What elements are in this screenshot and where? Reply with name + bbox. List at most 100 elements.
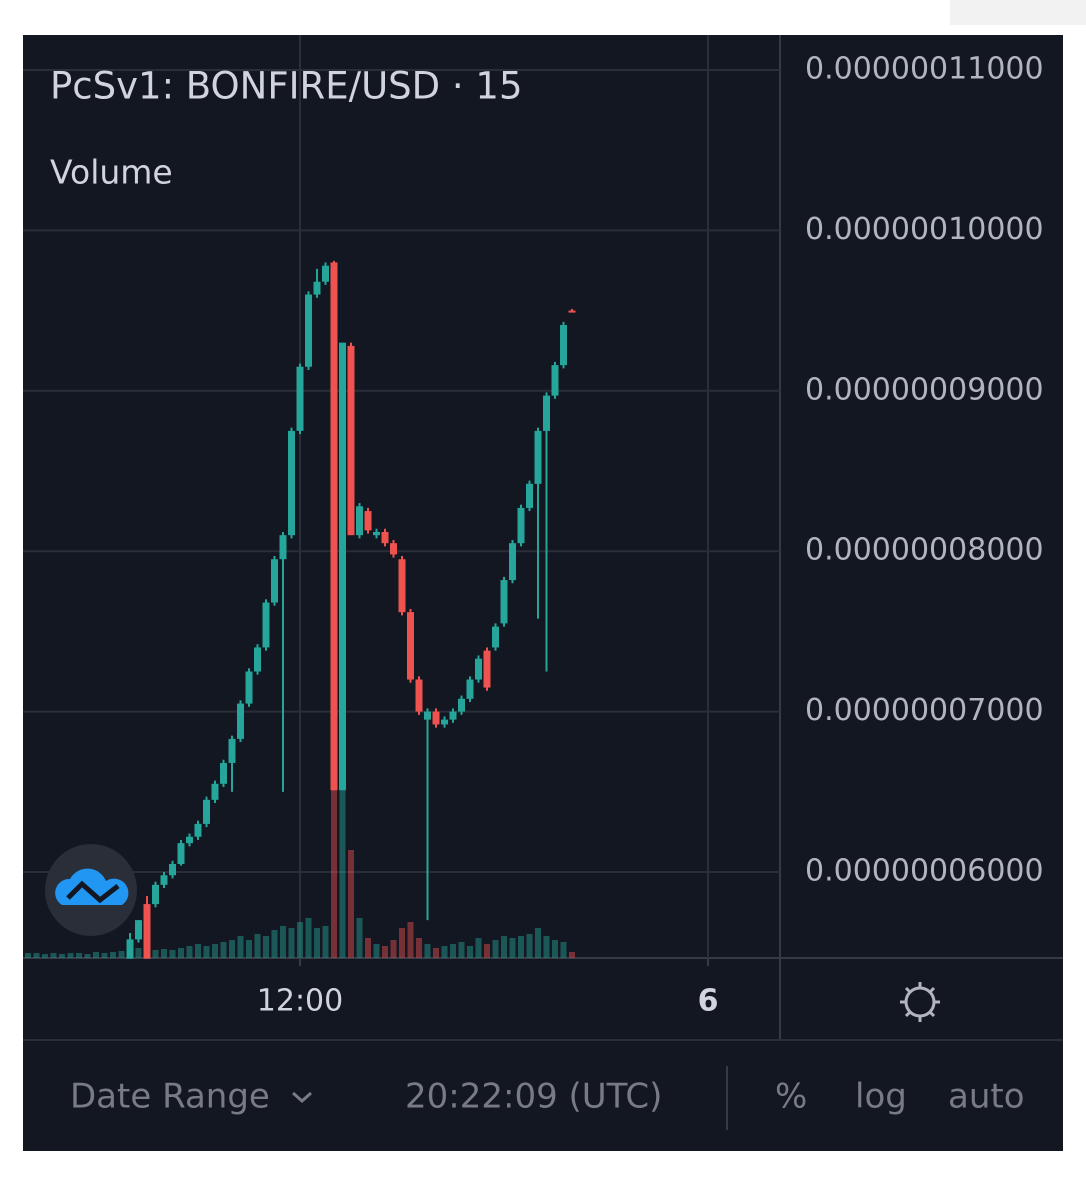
volume-bar — [501, 936, 507, 958]
volume-bar — [424, 944, 431, 958]
candle-body — [483, 650, 491, 688]
candle-body — [160, 875, 168, 885]
volume-bar — [450, 944, 456, 958]
volume-bar — [169, 950, 176, 958]
candle-body — [441, 719, 448, 725]
volume-bar — [535, 928, 541, 958]
y-tick-label: 0.00000007000 — [805, 693, 1044, 728]
volume-bar — [229, 940, 235, 958]
volume-bar — [237, 936, 244, 958]
volume-bar — [314, 928, 320, 958]
volume-bar — [67, 953, 74, 958]
y-tick-label: 0.00000010000 — [805, 212, 1044, 247]
candle-body — [177, 843, 185, 864]
volume-legend: Volume — [50, 153, 173, 192]
volume-bar — [93, 952, 99, 958]
candle-body — [543, 395, 550, 431]
candle-body — [356, 506, 363, 536]
volume-bar — [475, 938, 482, 958]
candle-body — [220, 762, 227, 784]
volume-bar — [399, 928, 405, 958]
volume-bar — [161, 949, 167, 958]
candle-body — [211, 783, 219, 800]
volume-bar — [543, 936, 550, 958]
volume-bar — [42, 954, 48, 958]
candle-body — [398, 559, 406, 613]
candle-body — [526, 483, 533, 508]
volume-bar — [212, 944, 218, 958]
x-tick-label: 6 — [698, 984, 719, 1019]
settings-icon[interactable] — [900, 982, 940, 1022]
candle-body — [245, 671, 253, 704]
candle-body — [449, 711, 457, 720]
volume-bar — [467, 946, 473, 958]
candle-body — [203, 799, 210, 824]
volume-bar — [135, 948, 142, 958]
y-tick-label: 0.00000008000 — [805, 533, 1044, 568]
panel — [23, 35, 1063, 1151]
candle-body — [228, 738, 236, 763]
grid — [23, 35, 780, 958]
y-tick-label: 0.00000009000 — [805, 372, 1044, 407]
volume-bar — [297, 922, 303, 958]
volume-bar — [356, 918, 363, 958]
volume-bar — [382, 946, 388, 958]
volume-bar — [76, 953, 82, 958]
candle-body — [237, 703, 244, 739]
candle-body — [509, 543, 516, 581]
candle-body — [424, 711, 431, 720]
volume-bar — [101, 953, 108, 958]
log-button[interactable]: log — [855, 1077, 907, 1117]
volume-bar — [526, 934, 533, 958]
volume-bar — [152, 950, 159, 958]
candle-body — [313, 281, 321, 295]
candle-body — [143, 904, 151, 959]
y-tick-label: 0.00000011000 — [805, 51, 1044, 86]
candle-body — [169, 863, 176, 876]
candle-body — [135, 920, 142, 940]
logo[interactable] — [45, 844, 137, 936]
volume-bar — [50, 953, 57, 958]
volume-bar — [305, 918, 312, 958]
candle-body — [432, 711, 440, 725]
candle-body — [296, 366, 304, 431]
candle-body — [364, 511, 372, 531]
clock: 20:22:09 (UTC) — [405, 1077, 662, 1117]
chart-title: PcSv1: BONFIRE/USD · 15 — [50, 65, 523, 108]
candle-body — [534, 430, 542, 484]
candle-body — [458, 698, 465, 712]
candle-body — [407, 612, 414, 680]
candle-body — [500, 580, 508, 624]
volume-bar — [195, 944, 201, 958]
auto-button[interactable]: auto — [948, 1077, 1025, 1117]
date-range-button[interactable]: Date Range — [70, 1077, 270, 1117]
percent-button[interactable]: % — [775, 1077, 807, 1117]
candle-body — [568, 310, 576, 313]
candle-body — [126, 939, 134, 959]
candle-body — [186, 836, 193, 844]
volume-bar — [458, 942, 465, 958]
logo-line — [66, 880, 120, 904]
volume-bar — [348, 850, 354, 958]
candle-body — [262, 602, 270, 648]
chevron — [292, 1091, 312, 1104]
candle-body — [347, 345, 355, 536]
volume-bar — [246, 940, 252, 958]
volume-bar — [33, 953, 40, 958]
volume-bar — [365, 938, 371, 958]
volume-bar — [407, 922, 414, 958]
volume-bar — [203, 946, 210, 958]
plot — [25, 260, 576, 959]
candle-body — [288, 430, 295, 536]
volume-bar — [271, 930, 278, 958]
candle-body — [373, 531, 380, 536]
candle-body — [466, 679, 474, 699]
volume-bar — [118, 951, 125, 958]
x-tick-label: 12:00 — [257, 984, 343, 1019]
candle-body — [330, 262, 338, 791]
candle-body — [517, 507, 525, 544]
volume-bar — [186, 946, 193, 958]
volume-bar — [220, 942, 227, 958]
volume-bar — [110, 952, 116, 958]
